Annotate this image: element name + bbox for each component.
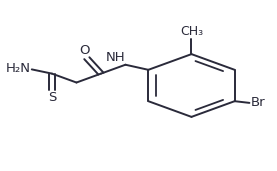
- Text: O: O: [79, 44, 89, 57]
- Text: H₂N: H₂N: [6, 62, 30, 75]
- Text: S: S: [48, 91, 56, 104]
- Text: NH: NH: [105, 51, 125, 64]
- Text: Br: Br: [251, 96, 265, 109]
- Text: CH₃: CH₃: [180, 25, 203, 38]
